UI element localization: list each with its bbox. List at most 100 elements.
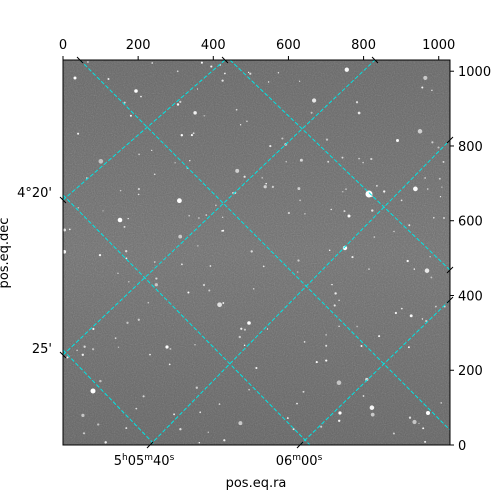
sky-image <box>63 60 450 445</box>
star <box>267 81 270 83</box>
star <box>418 422 420 425</box>
star <box>243 328 246 331</box>
star <box>338 325 340 328</box>
star <box>196 88 199 90</box>
star <box>408 416 412 419</box>
star <box>336 380 342 385</box>
world-coordinate-ticks <box>59 56 454 449</box>
star <box>392 432 395 435</box>
y-tick-label: 0 <box>458 439 466 454</box>
star <box>221 79 224 82</box>
bright-star <box>365 190 373 198</box>
star <box>412 419 417 425</box>
star <box>368 268 370 270</box>
star <box>266 328 269 330</box>
star <box>81 353 84 356</box>
star <box>299 199 301 202</box>
star <box>325 359 328 362</box>
star <box>174 162 176 164</box>
star <box>373 236 376 238</box>
y-tick-label: 600 <box>458 215 483 230</box>
star <box>222 302 225 304</box>
bright-star <box>342 245 348 251</box>
star <box>435 305 437 308</box>
star <box>168 363 171 366</box>
star <box>263 185 267 189</box>
star <box>223 439 226 442</box>
star <box>331 283 333 286</box>
star <box>310 111 313 114</box>
star <box>119 189 122 192</box>
star <box>151 149 153 152</box>
star <box>248 388 250 391</box>
star <box>358 157 361 160</box>
star <box>287 211 291 215</box>
star <box>235 168 240 173</box>
star <box>240 327 243 330</box>
star <box>199 411 202 414</box>
star <box>296 402 298 405</box>
star <box>203 115 205 117</box>
star <box>222 229 225 232</box>
star <box>439 195 442 198</box>
star <box>376 185 378 187</box>
x-pixel-axis-top: 0 200 400 600 800 1000 <box>59 38 455 60</box>
star <box>311 98 317 103</box>
bright-star <box>426 411 430 415</box>
star <box>125 257 128 260</box>
world-tick <box>371 56 379 64</box>
star <box>423 75 428 80</box>
grid-line <box>299 299 450 445</box>
star <box>194 344 196 346</box>
star <box>125 427 128 430</box>
y-axis-label: pos.eq.dec <box>0 218 12 289</box>
star <box>63 228 67 232</box>
star <box>394 311 397 315</box>
star <box>409 314 413 318</box>
star <box>123 101 126 104</box>
star <box>127 217 129 220</box>
star <box>205 214 207 216</box>
star <box>176 70 179 73</box>
star <box>129 114 132 117</box>
star <box>169 347 172 350</box>
star <box>137 193 140 196</box>
star <box>421 318 424 320</box>
star <box>271 185 275 189</box>
star <box>424 268 430 273</box>
grid-line <box>149 139 450 445</box>
star <box>92 327 95 331</box>
star <box>345 188 347 190</box>
star <box>243 175 246 178</box>
star <box>269 145 272 148</box>
ra-tick-label-1: 5h05m40s <box>114 453 175 469</box>
star <box>98 253 102 257</box>
x-axis-label: pos.eq.ra <box>226 476 287 491</box>
star <box>153 261 156 263</box>
star <box>247 71 250 74</box>
x-tick-label: 200 <box>126 38 151 53</box>
star <box>126 321 129 324</box>
star <box>362 395 365 397</box>
star <box>128 281 130 283</box>
world-tick <box>59 196 67 204</box>
star <box>252 288 255 290</box>
star <box>422 427 425 430</box>
world-tick <box>59 351 67 359</box>
star <box>154 283 158 287</box>
star <box>297 259 300 262</box>
grid-line <box>229 60 450 271</box>
star <box>249 72 252 75</box>
world-tick <box>76 56 84 64</box>
star <box>400 307 403 310</box>
star <box>425 319 428 323</box>
star <box>417 129 423 134</box>
world-tick <box>446 266 454 274</box>
star <box>149 353 151 356</box>
star <box>147 301 150 304</box>
star <box>315 361 318 364</box>
star <box>200 61 203 64</box>
star <box>297 271 299 273</box>
star <box>68 228 71 231</box>
x-tick-label: 800 <box>351 38 376 53</box>
